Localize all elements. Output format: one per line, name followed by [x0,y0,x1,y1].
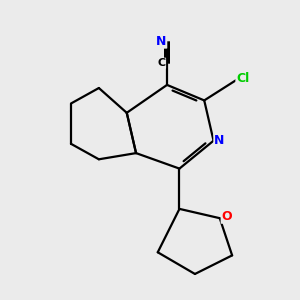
Text: Cl: Cl [236,72,250,85]
Text: N: N [214,134,224,147]
Text: O: O [221,210,232,223]
Text: N: N [156,35,167,48]
Text: C: C [158,58,166,68]
